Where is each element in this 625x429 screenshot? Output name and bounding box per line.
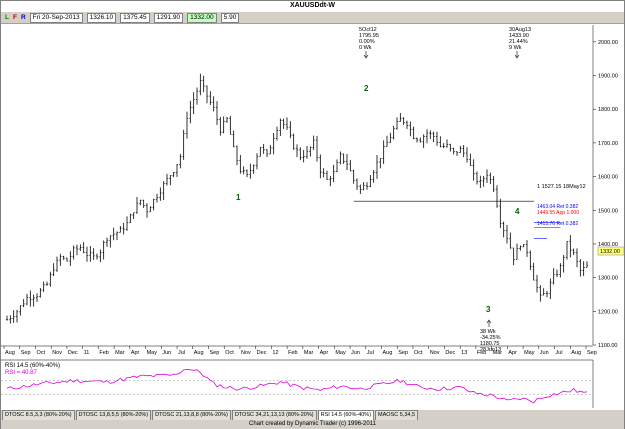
fib1-label: 1463.04 Ret 0.382 — [537, 204, 578, 210]
x-tick-label-34: Jun — [540, 350, 549, 356]
x-tick-label-37: Sep — [587, 350, 597, 356]
hline-label: 1 1527.15 18May12 — [537, 184, 586, 190]
ann-top-left-2: 0.00% — [359, 39, 375, 45]
x-tick-label-35: Jul — [556, 350, 563, 356]
wave-label-4: 4 — [515, 207, 520, 216]
x-tick-label-29: 13 — [461, 350, 467, 356]
x-tick-label-19: Mar — [304, 350, 314, 356]
ann-top-right-0: 30Aug13 — [509, 27, 531, 33]
indicator-tab-0[interactable]: DTOSC 8.5,3,3 (80%-20%) — [2, 410, 75, 420]
ann-top-right-3: 9 Wk — [509, 45, 522, 51]
x-tick-label-17: 12 — [272, 350, 278, 356]
x-tick-label-7: Mar — [115, 350, 125, 356]
x-tick-label-14: Oct — [225, 350, 234, 356]
y-tick-label-4: 1500.00 — [598, 208, 618, 214]
y-tick-label-3: 1400.00 — [598, 242, 618, 248]
chart-bg — [1, 24, 624, 410]
ann-top-left-3: 0 Wk — [359, 45, 372, 51]
wave-label-1: 1 — [236, 193, 241, 202]
indicator-tab-4[interactable]: RSI 14.5 (60%-40%) — [317, 410, 375, 420]
x-tick-label-1: Sep — [21, 350, 31, 356]
price-chart[interactable]: 1100.00 1200.00 1300.00 1400.00 1500.00 1600.… — [1, 1, 624, 410]
toolbar-range: 5.90 — [220, 12, 240, 23]
x-tick-label-18: Feb — [288, 350, 297, 356]
x-tick-label-3: Nov — [52, 350, 62, 356]
y-tick-label-7: 1800.00 — [598, 107, 618, 113]
arrow-top-right-head — [514, 54, 520, 59]
ann-top-left-1: 1795.95 — [359, 33, 379, 39]
x-tick-label-0: Aug — [5, 350, 15, 356]
x-tick-label-24: Aug — [383, 350, 393, 356]
last-price-box — [597, 246, 624, 256]
x-tick-label-33: May — [524, 350, 535, 356]
arrow-bottom-head — [486, 319, 492, 324]
x-tick-label-36: Aug — [571, 350, 581, 356]
wave-label-3: 3 — [486, 305, 491, 314]
x-tick-label-9: May — [147, 350, 158, 356]
indicator-tab-5[interactable]: MAOSC 5,34,5 — [375, 410, 419, 420]
x-tick-label-22: Jun — [351, 350, 360, 356]
x-tick-label-5: 11 — [84, 350, 90, 356]
ann-bottom-1: -34.25% — [480, 335, 501, 341]
toolbar-l-button[interactable]: L — [5, 14, 9, 21]
rsi-line — [6, 368, 588, 404]
x-tick-label-32: Apr — [508, 350, 517, 356]
wave-label-2: 2 — [364, 84, 369, 93]
x-tick-label-4: Dec — [68, 350, 78, 356]
x-tick-label-31: Mar — [493, 350, 503, 356]
arrow-top-left-head — [363, 54, 369, 59]
y-tick-label-0: 1100.00 — [598, 343, 617, 349]
indicator-tabs: DTOSC 8.5,3,3 (80%-20%) DTOSC 13,8,5,5 (8… — [1, 410, 624, 420]
x-tick-label-16: Dec — [257, 350, 267, 356]
y-tick-label-5: 1600.00 — [598, 175, 618, 181]
y-tick-label-1: 1200.00 — [598, 309, 618, 315]
x-tick-label-12: Aug — [194, 350, 204, 356]
rsi-value: RSI = 40.87 — [5, 370, 38, 376]
x-tick-label-2: Oct — [36, 350, 45, 356]
footer-credit: Chart created by Dynamic Trader (c) 1996… — [1, 420, 624, 429]
rsi-label: RSI 14.5 (60%-40%) — [5, 363, 60, 369]
toolbar-close: 1332.00 — [187, 12, 217, 23]
y-tick-label-8: 1900.00 — [598, 74, 618, 80]
fib2-label: 1449.55 App 1.000 — [537, 210, 579, 216]
fib3-label: 1415.76 Ret 0.382 — [537, 221, 578, 227]
ann-top-right-1: 1433.90 — [509, 33, 529, 39]
x-tick-label-28: Dec — [445, 350, 455, 356]
toolbar-f-button[interactable]: F — [12, 14, 17, 21]
x-tick-label-30: Feb — [477, 350, 486, 356]
indicator-tab-3[interactable]: DTOSC 34,21,13,13 (80%-20%) — [231, 410, 317, 420]
x-tick-label-13: Sep — [209, 350, 219, 356]
y-tick-label-2: 1300.00 — [598, 276, 618, 282]
x-tick-label-15: Nov — [241, 350, 251, 356]
x-tick-label-25: Sep — [398, 350, 408, 356]
x-tick-label-10: Jun — [162, 350, 171, 356]
ann-bottom-3: 28Jun13 — [480, 347, 501, 353]
ann-top-right-2: 21.44% — [509, 39, 528, 45]
toolbar-open: 1326.10 — [86, 12, 117, 23]
window-title: XAUUSDdt-W — [1, 1, 624, 11]
y-tick-label-9: 2000.00 — [598, 40, 618, 46]
x-tick-label-8: Apr — [131, 350, 140, 356]
toolbar-high: 1375.45 — [120, 12, 150, 23]
indicator-tab-2[interactable]: DTOSC 21,13,8,8 (80%-20%) — [152, 410, 231, 420]
x-tick-label-23: Jul — [367, 350, 374, 356]
indicator-tab-1[interactable]: DTOSC 13,8,5,5 (80%-20%) — [75, 410, 152, 420]
x-tick-label-6: Feb — [99, 350, 108, 356]
toolbar-low: 1291.90 — [153, 12, 184, 23]
ann-bottom-2: 1180.75 — [480, 341, 499, 347]
ann-top-left-0: 5Oct12 — [359, 27, 377, 33]
x-tick-label-11: Jul — [178, 350, 185, 356]
x-tick-label-21: May — [335, 350, 346, 356]
y-tick-label-6: 1700.00 — [598, 141, 618, 147]
x-tick-label-26: Oct — [414, 350, 423, 356]
toolbar-r-button[interactable]: R — [20, 14, 26, 21]
x-tick-label-27: Nov — [430, 350, 440, 356]
ohlc-toolbar: L F R Fri 20-Sep-2013 1326.10 1375.45 12… — [1, 12, 624, 24]
x-tick-label-20: Apr — [320, 350, 329, 356]
ann-bottom-0: 38 Wk — [480, 329, 496, 335]
last-price-label: 1332.00 — [600, 249, 620, 255]
toolbar-date: Fri 20-Sep-2013 — [29, 12, 83, 23]
